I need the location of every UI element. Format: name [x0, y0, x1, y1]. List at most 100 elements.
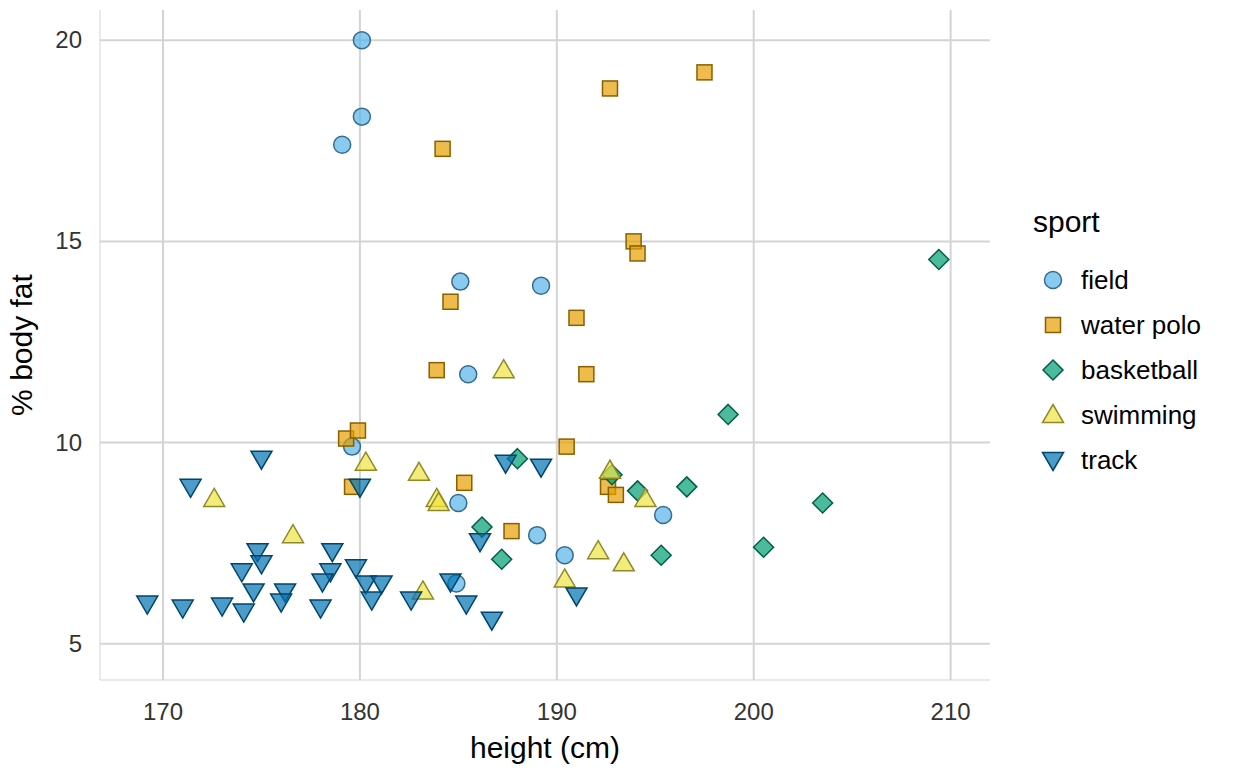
y-grid-line [100, 643, 990, 645]
point [353, 32, 370, 49]
point [481, 612, 502, 630]
point [429, 363, 444, 378]
legend-label: water polo [1080, 310, 1201, 340]
y-tick-label: 15 [55, 227, 82, 254]
x-grid-line [753, 10, 755, 680]
legend-marker [1046, 318, 1061, 333]
point [233, 604, 254, 622]
grid [100, 10, 990, 680]
x-axis-label: height (cm) [470, 731, 620, 764]
point [353, 108, 370, 125]
point [697, 65, 712, 80]
x-tick-label: 180 [340, 698, 380, 725]
point [456, 596, 477, 614]
point [613, 553, 634, 571]
point [504, 524, 519, 539]
point [322, 544, 343, 562]
point [457, 475, 472, 490]
point [677, 477, 697, 497]
point [334, 136, 351, 153]
point [554, 569, 575, 587]
x-tick-label: 170 [143, 698, 183, 725]
point [556, 547, 573, 564]
point [813, 493, 833, 513]
y-grid-line [100, 240, 990, 242]
point [310, 600, 331, 618]
point [559, 439, 574, 454]
point [529, 527, 546, 544]
point [401, 592, 422, 610]
point [579, 367, 594, 382]
legend-label: track [1081, 445, 1138, 475]
point [602, 81, 617, 96]
point [588, 541, 609, 559]
point [450, 494, 467, 511]
point [531, 459, 552, 477]
point [440, 574, 461, 592]
point [655, 507, 672, 524]
legend-label: basketball [1081, 355, 1198, 385]
point [492, 549, 512, 569]
point [428, 492, 449, 510]
point [452, 273, 469, 290]
point [371, 576, 392, 594]
point [754, 537, 774, 557]
point [204, 488, 225, 506]
legend-marker [1043, 453, 1064, 471]
point [271, 594, 292, 612]
x-grid-line [556, 10, 558, 680]
point [651, 545, 671, 565]
y-axis-label: % body fat [5, 273, 38, 415]
point [212, 598, 233, 616]
legend-marker [1043, 405, 1064, 423]
point [251, 556, 272, 574]
legend-marker [1045, 272, 1062, 289]
point [361, 592, 382, 610]
point [470, 534, 491, 552]
y-tick-label: 5 [69, 630, 82, 657]
y-grid-line [100, 39, 990, 41]
legend-label: field [1081, 265, 1129, 295]
x-tick-label: 200 [734, 698, 774, 725]
point [312, 574, 333, 592]
point [635, 488, 656, 506]
point [929, 249, 949, 269]
legend-label: swimming [1081, 400, 1197, 430]
y-grid-line [100, 442, 990, 444]
y-tick-label: 10 [55, 429, 82, 456]
point [137, 596, 158, 614]
point [533, 277, 550, 294]
point [569, 310, 584, 325]
point [718, 404, 738, 424]
points [137, 32, 949, 630]
point [282, 525, 303, 543]
x-axis-line [100, 680, 990, 681]
point [408, 462, 429, 480]
point [243, 584, 264, 602]
point [180, 479, 201, 497]
point [460, 366, 477, 383]
point [350, 423, 365, 438]
x-tick-label: 190 [537, 698, 577, 725]
legend-title: sport [1033, 205, 1100, 238]
y-axis-line [100, 10, 101, 680]
point [251, 451, 272, 469]
x-grid-line [950, 10, 952, 680]
y-tick-label: 20 [55, 26, 82, 53]
point [493, 360, 514, 378]
point [435, 141, 450, 156]
point [345, 560, 366, 578]
x-grid-line [162, 10, 164, 680]
point [443, 294, 458, 309]
point [172, 600, 193, 618]
point [566, 588, 587, 606]
point [608, 487, 623, 502]
chart: 170 180 190 200 210 5 10 15 20 height (cm) % body … [0, 0, 1260, 778]
point [630, 246, 645, 261]
point [495, 455, 516, 473]
point [231, 564, 252, 582]
legend-marker [1043, 360, 1063, 380]
legend: sport field water polo basketball swimming tr… [1033, 205, 1201, 475]
point [349, 479, 370, 497]
x-tick-label: 210 [931, 698, 971, 725]
